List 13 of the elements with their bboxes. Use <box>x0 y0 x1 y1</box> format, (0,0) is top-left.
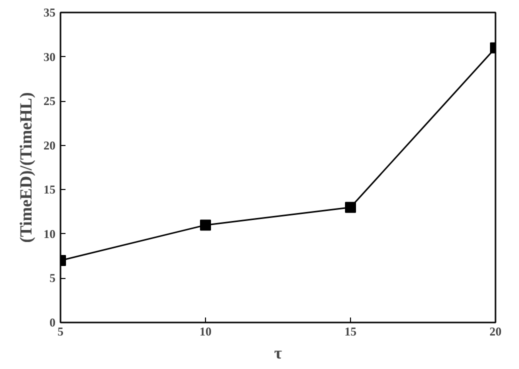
y-tick-label: 15 <box>44 182 56 197</box>
y-tick-label: 5 <box>50 271 56 286</box>
y-tick-label: 10 <box>44 226 56 241</box>
y-tick-label: 20 <box>44 138 56 152</box>
y-axis-title: (TimeED)/(TimeHL) <box>16 92 36 243</box>
y-tick-label: 35 <box>44 6 56 20</box>
y-tick-label: 0 <box>50 316 56 330</box>
y-tick-label: 30 <box>44 50 56 64</box>
x-axis-title: τ <box>274 344 282 362</box>
x-tick-label: 15 <box>344 324 356 338</box>
y-tick-label: 25 <box>44 94 56 108</box>
x-tick-label: 10 <box>200 324 212 338</box>
x-tick-label: 20 <box>490 324 502 338</box>
